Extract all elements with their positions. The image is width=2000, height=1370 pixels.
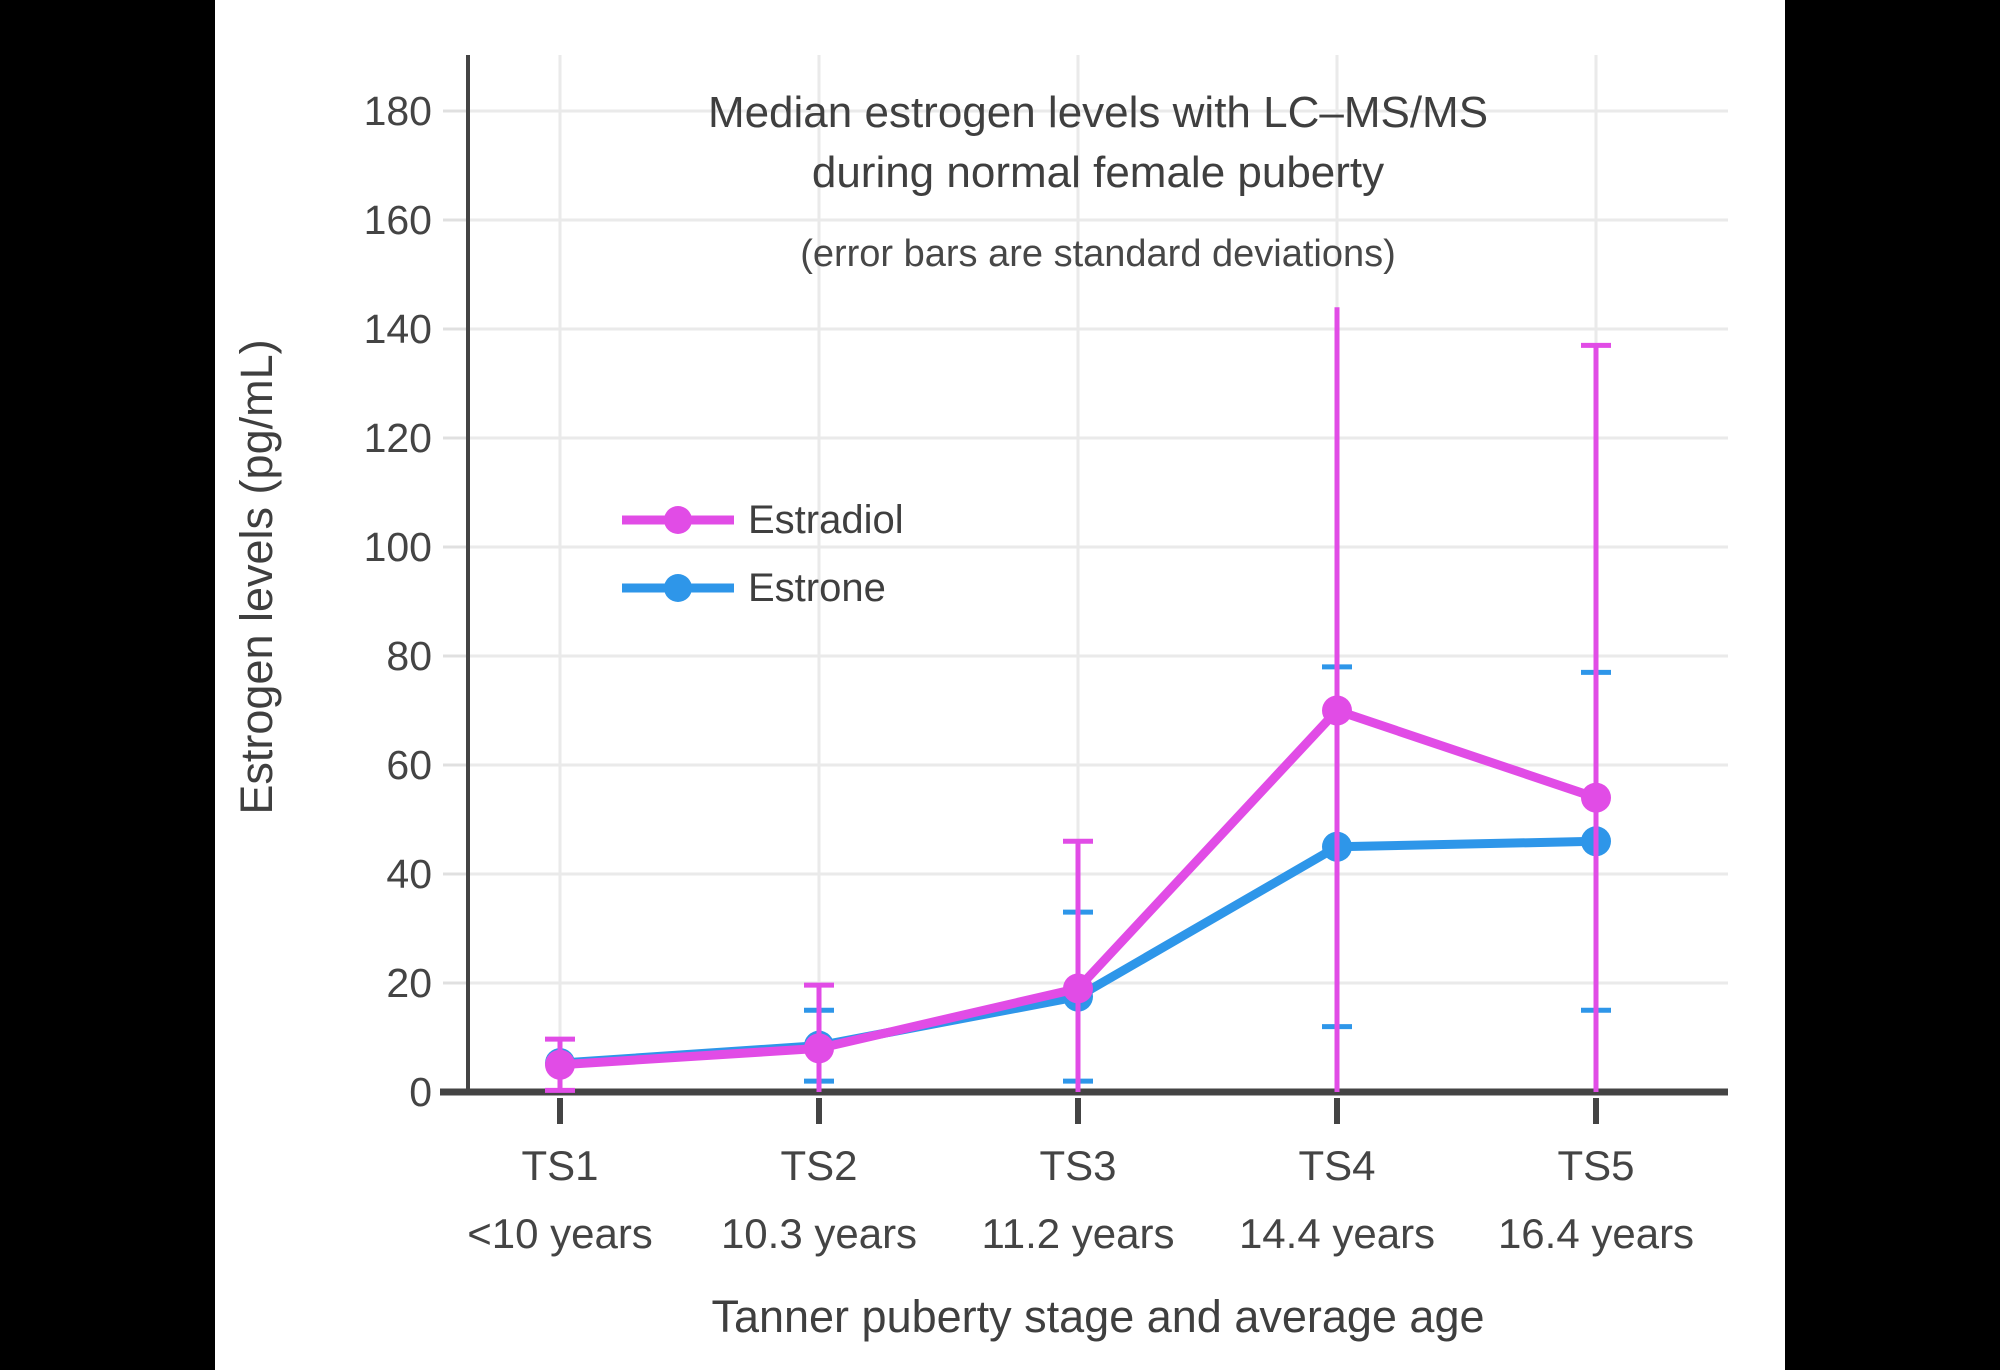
y-tick-label: 140 xyxy=(364,306,432,352)
axes xyxy=(440,55,1728,1124)
legend-marker-sample xyxy=(664,574,692,602)
y-tick-label: 20 xyxy=(386,960,432,1006)
y-tick-label: 0 xyxy=(409,1069,432,1115)
category-label: TS5 xyxy=(1557,1142,1634,1189)
category-label: TS3 xyxy=(1039,1142,1116,1189)
chart-title-line2: during normal female puberty xyxy=(812,148,1384,197)
legend-label: Estrone xyxy=(748,566,886,610)
y-tick-label: 80 xyxy=(386,633,432,679)
category-label: TS2 xyxy=(780,1142,857,1189)
category-age-label: 10.3 years xyxy=(721,1210,917,1257)
y-tick-label: 120 xyxy=(364,415,432,461)
y-axis-title: Estrogen levels (pg/mL) xyxy=(231,339,282,814)
category-label: TS4 xyxy=(1298,1142,1375,1189)
y-tick-labels: 0 20 40 60 80 100 120 140 160 180 xyxy=(364,88,432,1115)
legend-marker-sample xyxy=(664,506,692,534)
chart-legend: Estradiol Estrone xyxy=(622,498,904,610)
legend-label: Estradiol xyxy=(748,498,904,542)
chart-subtitle: (error bars are standard deviations) xyxy=(800,233,1396,275)
data-point xyxy=(545,1049,575,1080)
legend-item-estrone: Estrone xyxy=(622,566,886,610)
data-point xyxy=(1581,782,1611,813)
category-age-label: 16.4 years xyxy=(1498,1210,1694,1257)
data-point xyxy=(1322,695,1352,726)
y-tick-label: 40 xyxy=(386,851,432,897)
category-age-label: 11.2 years xyxy=(982,1210,1175,1257)
x-tick-labels: TS1 <10 years TS2 10.3 years TS3 11.2 years TS… xyxy=(467,1142,1694,1257)
y-tick-label: 100 xyxy=(364,524,432,570)
x-axis-title: Tanner puberty stage and average age xyxy=(711,1291,1484,1342)
y-tick-label: 60 xyxy=(386,742,432,788)
data-series xyxy=(545,307,1611,1093)
chart-title-line1: Median estrogen levels with LC–MS/MS xyxy=(708,88,1488,137)
legend-item-estradiol: Estradiol xyxy=(622,498,904,542)
chart-canvas xyxy=(215,0,1785,1370)
data-point xyxy=(804,1033,834,1064)
category-age-label: <10 years xyxy=(467,1210,653,1257)
y-tick-label: 160 xyxy=(364,197,432,243)
y-tick-label: 180 xyxy=(364,88,432,134)
category-age-label: 14.4 years xyxy=(1239,1210,1435,1257)
data-point xyxy=(1063,973,1093,1004)
category-label: TS1 xyxy=(521,1142,598,1189)
series-estradiol xyxy=(545,307,1611,1093)
